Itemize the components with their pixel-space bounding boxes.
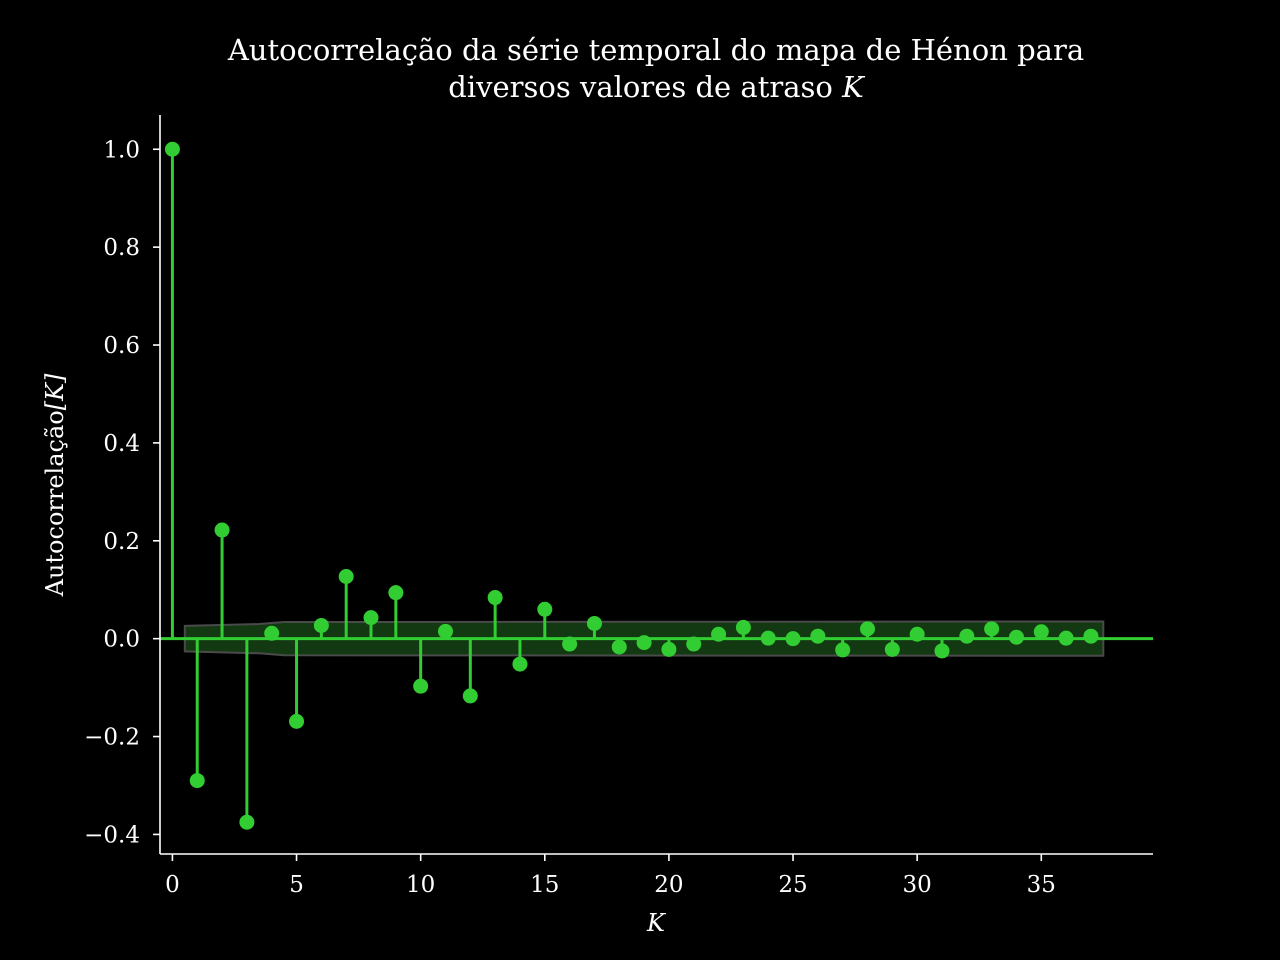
stem-marker-lag-14 — [512, 656, 528, 672]
stem-marker-lag-20 — [661, 641, 677, 657]
x-tick-label-0: 0 — [165, 872, 180, 898]
stem-marker-lag-4 — [264, 625, 280, 641]
x-tick-label-25: 25 — [778, 872, 807, 898]
stem-marker-lag-37 — [1083, 628, 1099, 644]
stem-marker-lag-22 — [711, 626, 727, 642]
stem-marker-lag-2 — [214, 522, 230, 538]
x-tick-label-15: 15 — [530, 872, 559, 898]
stem-marker-lag-34 — [1008, 629, 1024, 645]
y-axis-label: Autocorrelação[K] — [41, 373, 69, 597]
y-tick-label-7: 1.0 — [103, 137, 140, 163]
marker-layer — [164, 141, 1099, 830]
stem-marker-lag-21 — [686, 636, 702, 652]
stem-marker-lag-3 — [239, 814, 255, 830]
stem-marker-lag-19 — [636, 635, 652, 651]
x-axis-ticks: 0 5 10 15 20 25 30 35 — [165, 854, 1056, 898]
stem-marker-lag-11 — [437, 623, 453, 639]
stem-marker-lag-29 — [884, 641, 900, 657]
y-tick-label-6: 0.8 — [103, 235, 140, 261]
stem-marker-lag-7 — [338, 569, 354, 585]
stem-marker-lag-6 — [313, 617, 329, 633]
stem-layer — [170, 149, 1093, 823]
chart-title-line1: Autocorrelação da série temporal do mapa… — [227, 33, 1084, 67]
stem-marker-lag-0 — [164, 141, 180, 157]
stem-marker-lag-35 — [1033, 624, 1049, 640]
y-tick-label-3: 0.2 — [103, 529, 140, 555]
stem-marker-lag-8 — [363, 610, 379, 626]
stem-marker-lag-26 — [810, 628, 826, 644]
x-axis-label: K — [646, 909, 667, 937]
stem-marker-lag-15 — [537, 601, 553, 617]
stem-marker-lag-24 — [760, 630, 776, 646]
chart-title-line2-text: diversos valores de atraso — [448, 70, 842, 104]
chart-title-symbol: K — [841, 70, 866, 104]
chart-title-line2: diversos valores de atraso K — [448, 70, 866, 104]
stem-marker-lag-32 — [959, 628, 975, 644]
stem-marker-lag-1 — [189, 773, 205, 789]
stem-marker-lag-36 — [1058, 630, 1074, 646]
x-tick-label-35: 35 — [1027, 872, 1056, 898]
stem-marker-lag-31 — [934, 643, 950, 659]
x-tick-label-5: 5 — [289, 872, 304, 898]
stem-marker-lag-13 — [487, 590, 503, 606]
stem-marker-lag-16 — [562, 636, 578, 652]
stem-marker-lag-18 — [611, 639, 627, 655]
stem-marker-lag-33 — [984, 621, 1000, 637]
stem-marker-lag-10 — [413, 678, 429, 694]
stem-marker-lag-25 — [785, 631, 801, 647]
y-tick-label-2: 0.0 — [103, 627, 140, 653]
x-tick-label-10: 10 — [406, 872, 435, 898]
y-tick-label-0: −0.4 — [84, 822, 140, 848]
stem-marker-lag-30 — [909, 626, 925, 642]
stem-marker-lag-12 — [462, 688, 478, 704]
x-tick-label-20: 20 — [654, 872, 683, 898]
y-tick-label-5: 0.6 — [103, 333, 140, 359]
stem-marker-lag-23 — [735, 619, 751, 635]
y-axis-ticks: −0.4 −0.2 0.0 0.2 0.4 0.6 0.8 1.0 — [84, 137, 160, 848]
y-tick-label-1: −0.2 — [84, 725, 140, 751]
y-tick-label-4: 0.4 — [103, 431, 140, 457]
y-axis-label-symbol: [K] — [41, 373, 69, 410]
stem-marker-lag-5 — [289, 713, 305, 729]
stem-marker-lag-17 — [586, 615, 602, 631]
stem-marker-lag-27 — [835, 642, 851, 658]
y-axis-label-text: Autocorrelação — [41, 410, 69, 597]
x-tick-label-30: 30 — [903, 872, 932, 898]
stem-marker-lag-28 — [860, 621, 876, 637]
plot-area — [160, 141, 1153, 830]
stem-marker-lag-9 — [388, 585, 404, 601]
